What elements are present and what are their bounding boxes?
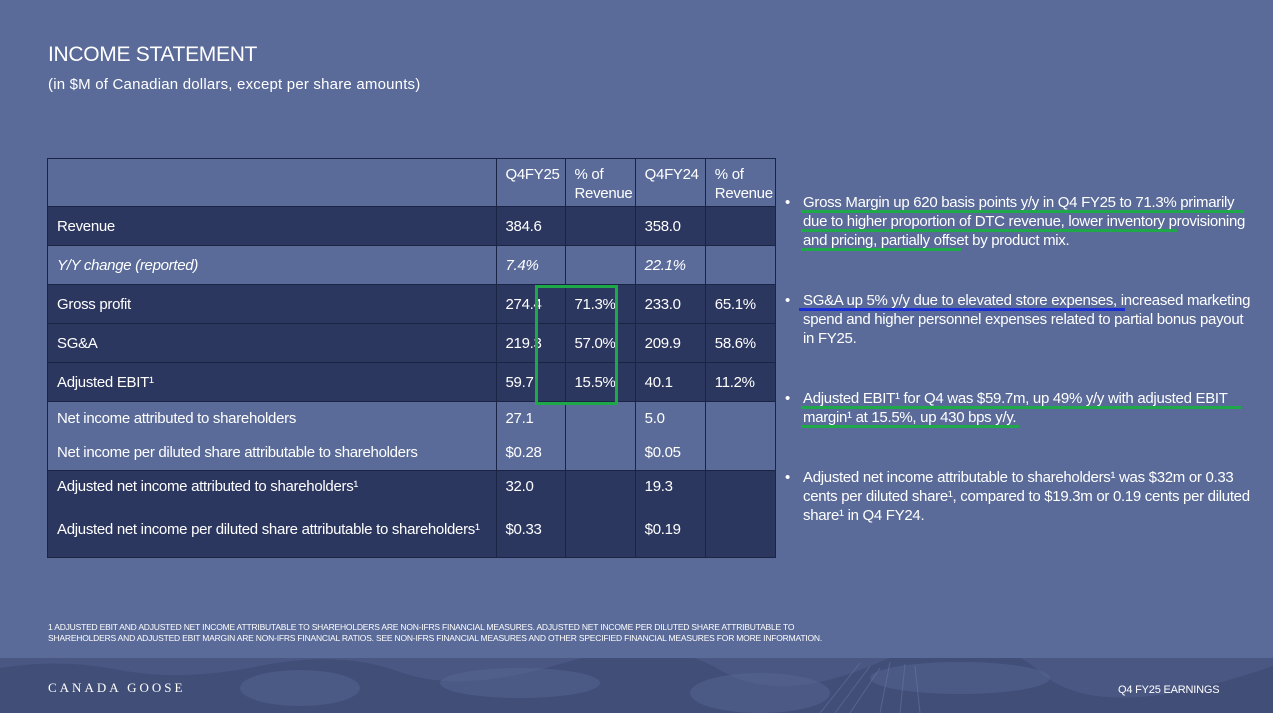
cell-value: 209.9 [634, 323, 706, 363]
feather-texture-graphic [0, 658, 1273, 713]
highlight-underline [801, 425, 1019, 428]
row-label: Adjusted net income attributed to shareh… [47, 470, 497, 503]
cell-value: 19.3 [634, 470, 706, 503]
brand-logo: CANADA GOOSE [48, 680, 186, 695]
row-label: Net income per diluted share attributabl… [47, 435, 497, 471]
table-row: SG&A 219.3 57.0% 209.9 58.6% [47, 323, 777, 363]
table-row: Adjusted net income attributed to shareh… [47, 470, 777, 503]
row-label: SG&A [47, 323, 497, 363]
cell-value [564, 502, 636, 558]
table-header-cell [47, 158, 497, 207]
highlight-underline [799, 308, 1125, 311]
cell-value [564, 435, 636, 471]
row-label: Revenue [47, 206, 497, 246]
cell-value [704, 206, 777, 246]
table-row: Revenue 384.6 358.0 [47, 206, 777, 246]
cell-value: 32.0 [495, 470, 566, 503]
table-row: Net income per diluted share attributabl… [47, 435, 777, 471]
page-subtitle: (in $M of Canadian dollars, except per s… [48, 76, 421, 93]
cell-value [564, 245, 636, 285]
cell-value: 11.2% [704, 362, 777, 402]
table-header-cell: % of Revenue [564, 158, 636, 207]
highlight-underline [801, 248, 961, 251]
table-row: Net income attributed to shareholders 27… [47, 401, 777, 436]
cell-value: 65.1% [704, 284, 777, 324]
table-row: Y/Y change (reported) 7.4% 22.1% [47, 245, 777, 285]
bullet-text: Adjusted EBIT¹ for Q4 was $59.7m, up 49%… [803, 390, 1228, 426]
cell-value: 233.0 [634, 284, 706, 324]
bullet-marker: • [785, 469, 790, 486]
bullet-marker: • [785, 390, 790, 407]
cell-value [704, 502, 777, 558]
footnote: 1 ADJUSTED EBIT AND ADJUSTED NET INCOME … [48, 622, 822, 643]
bullet-marker: • [785, 194, 790, 211]
cell-value: $0.28 [495, 435, 566, 471]
bullet-text: SG&A up 5% y/y due to elevated store exp… [803, 292, 1251, 347]
highlight-underline [801, 406, 1241, 409]
cell-value [704, 435, 777, 471]
income-statement-table: Q4FY25 % of Revenue Q4FY24 % of Revenue … [47, 158, 777, 558]
table-header-cell: Q4FY25 [495, 158, 566, 207]
cell-value: 27.1 [495, 401, 566, 436]
cell-value [564, 470, 636, 503]
cell-value: 57.0% [564, 323, 636, 363]
table-header-cell: Q4FY24 [634, 158, 706, 207]
cell-value: 71.3% [564, 284, 636, 324]
page-title: INCOME STATEMENT [48, 43, 258, 66]
cell-value: 7.4% [495, 245, 566, 285]
cell-value: 22.1% [634, 245, 706, 285]
row-label: Adjusted EBIT¹ [47, 362, 497, 402]
row-label: Net income attributed to shareholders [47, 401, 497, 436]
table-row: Adjusted EBIT¹ 59.7 15.5% 40.1 11.2% [47, 362, 777, 402]
cell-value [564, 206, 636, 246]
row-label: Adjusted net income per diluted share at… [47, 502, 497, 558]
cell-value [704, 245, 777, 285]
cell-value: 384.6 [495, 206, 566, 246]
cell-value: $0.05 [634, 435, 706, 471]
cell-value: 274.4 [495, 284, 566, 324]
cell-value [564, 401, 636, 436]
table-header-row: Q4FY25 % of Revenue Q4FY24 % of Revenue [47, 158, 777, 207]
table-row: Gross profit 274.4 71.3% 233.0 65.1% [47, 284, 777, 324]
cell-value: $0.19 [634, 502, 706, 558]
cell-value [704, 401, 777, 436]
bullet-text: Adjusted net income attributable to shar… [803, 469, 1250, 524]
cell-value [704, 470, 777, 503]
cell-value: 5.0 [634, 401, 706, 436]
highlight-underline [801, 210, 1244, 213]
cell-value: 40.1 [634, 362, 706, 402]
footer-bar [0, 658, 1273, 713]
table-header-cell: % of Revenue [704, 158, 777, 207]
bullet-marker: • [785, 292, 790, 309]
row-label: Gross profit [47, 284, 497, 324]
bullet-text: Gross Margin up 620 basis points y/y in … [803, 194, 1246, 249]
highlight-underline [801, 229, 1177, 232]
cell-value: $0.33 [495, 502, 566, 558]
row-label: Y/Y change (reported) [47, 245, 497, 285]
page-tag: Q4 FY25 EARNINGS [1118, 684, 1220, 696]
cell-value: 58.6% [704, 323, 777, 363]
table-row: Adjusted net income per diluted share at… [47, 502, 777, 558]
cell-value: 358.0 [634, 206, 706, 246]
margin-highlight-box [535, 285, 618, 405]
